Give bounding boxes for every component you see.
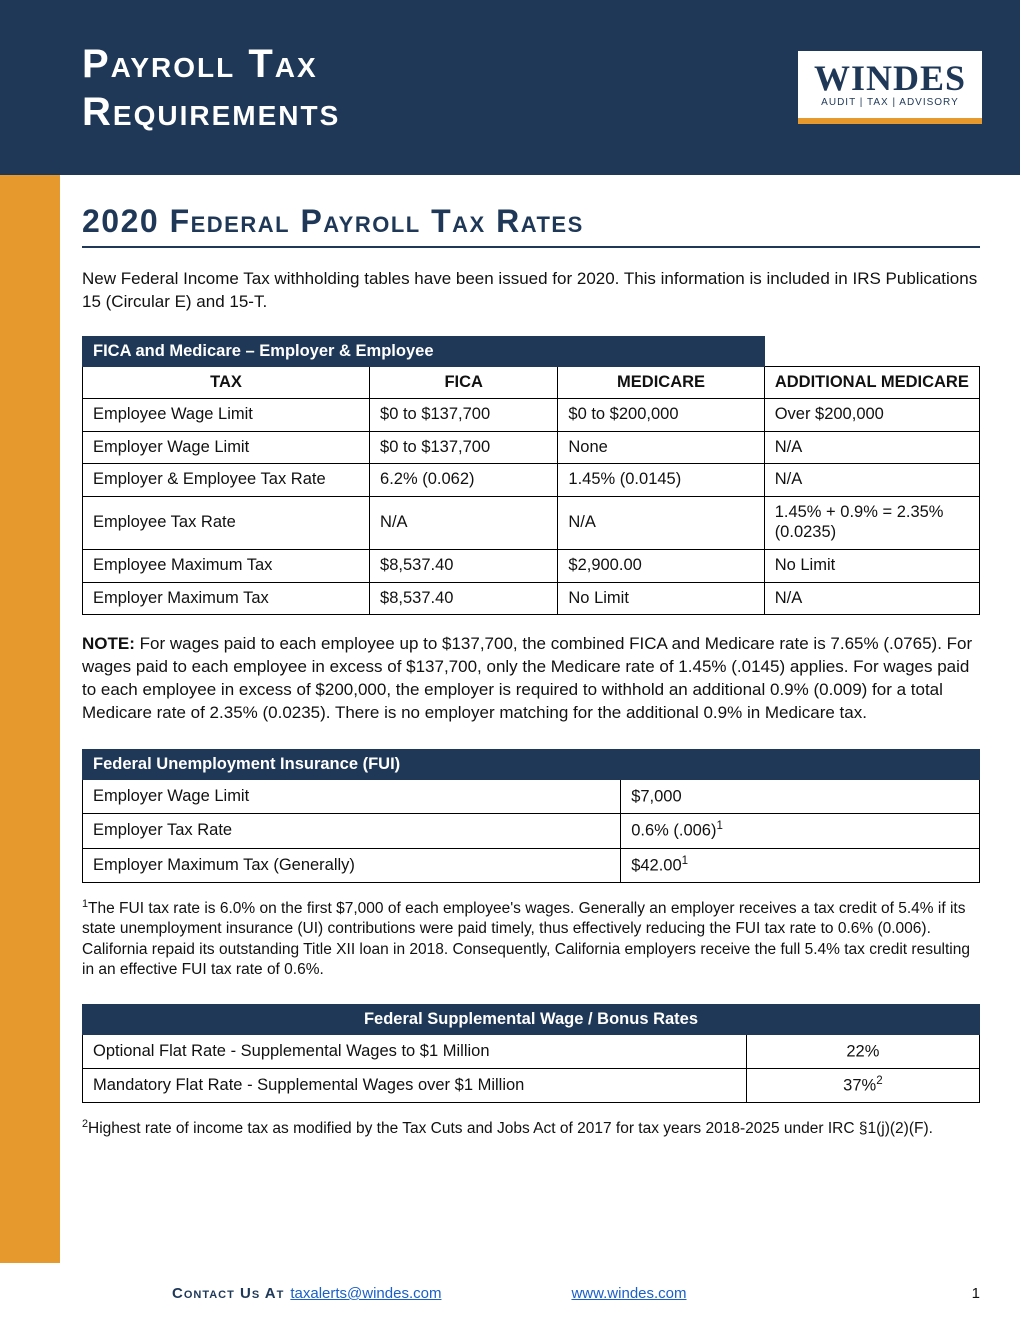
footnote-2: 2Highest rate of income tax as modified … <box>82 1117 980 1139</box>
cell: $2,900.00 <box>558 549 764 582</box>
col-fica: FICA <box>370 366 558 398</box>
cell: $0 to $137,700 <box>370 431 558 464</box>
note-body: For wages paid to each employee up to $1… <box>82 634 972 722</box>
cell: Employer Tax Rate <box>83 814 621 848</box>
table-row: Employer Wage Limit $7,000 <box>83 780 980 814</box>
table-header-row: TAX FICA MEDICARE ADDITIONAL MEDICARE <box>83 366 980 398</box>
cell: Employer Maximum Tax <box>83 582 370 615</box>
table-title-cell: FICA and Medicare – Employer & Employee <box>83 336 765 366</box>
cell: 1.45% (0.0145) <box>558 464 764 497</box>
cell: No Limit <box>558 582 764 615</box>
table-row: Employer Tax Rate 0.6% (.006)1 <box>83 814 980 848</box>
table-row: Optional Flat Rate - Supplemental Wages … <box>83 1034 980 1068</box>
table-row: Employer Maximum Tax $8,537.40 No Limit … <box>83 582 980 615</box>
table-row: Employee Wage Limit $0 to $137,700 $0 to… <box>83 398 980 431</box>
table-title-row: Federal Supplemental Wage / Bonus Rates <box>83 1004 980 1034</box>
table-row: Employer & Employee Tax Rate 6.2% (0.062… <box>83 464 980 497</box>
footnote-text: The FUI tax rate is 6.0% on the first $7… <box>82 900 970 977</box>
cell: 6.2% (0.062) <box>370 464 558 497</box>
cell: N/A <box>764 464 979 497</box>
cell: $42.001 <box>621 848 980 882</box>
table-row: Employer Wage Limit $0 to $137,700 None … <box>83 431 980 464</box>
table-title-cell: Federal Supplemental Wage / Bonus Rates <box>83 1004 980 1034</box>
company-logo: WINDES AUDIT | TAX | ADVISORY <box>798 51 982 124</box>
table-title-cell: Federal Unemployment Insurance (FUI) <box>83 750 980 780</box>
cell-value: $42.00 <box>631 856 681 874</box>
cell: None <box>558 431 764 464</box>
footnote-text: Highest rate of income tax as modified b… <box>88 1121 933 1138</box>
cell: 1.45% + 0.9% = 2.35% (0.0235) <box>764 497 979 550</box>
cell: Employer Wage Limit <box>83 780 621 814</box>
cell: Employee Maximum Tax <box>83 549 370 582</box>
fica-medicare-table: FICA and Medicare – Employer & Employee … <box>82 336 980 616</box>
cell: Employer Wage Limit <box>83 431 370 464</box>
intro-paragraph: New Federal Income Tax withholding table… <box>82 268 980 314</box>
cell: Employee Tax Rate <box>83 497 370 550</box>
cell: No Limit <box>764 549 979 582</box>
cell: N/A <box>370 497 558 550</box>
footer-contact-label: Contact Us At <box>172 1285 284 1302</box>
footer-website-link[interactable]: www.windes.com <box>571 1285 686 1302</box>
table-row: Mandatory Flat Rate - Supplemental Wages… <box>83 1069 980 1103</box>
section-heading: 2020 Federal Payroll Tax Rates <box>82 203 980 248</box>
cell-value: 37% <box>843 1077 876 1095</box>
note-label: NOTE: <box>82 634 135 653</box>
header-band: Payroll Tax Requirements WINDES AUDIT | … <box>0 0 1020 175</box>
cell-sup: 1 <box>682 855 688 867</box>
cell: Mandatory Flat Rate - Supplemental Wages… <box>83 1069 747 1103</box>
cell: Optional Flat Rate - Supplemental Wages … <box>83 1034 747 1068</box>
cell: Employer & Employee Tax Rate <box>83 464 370 497</box>
fui-table: Federal Unemployment Insurance (FUI) Emp… <box>82 749 980 883</box>
title-line-1: Payroll Tax <box>82 42 318 86</box>
col-additional-medicare: ADDITIONAL MEDICARE <box>764 366 979 398</box>
page-number: 1 <box>972 1285 980 1302</box>
col-medicare: MEDICARE <box>558 366 764 398</box>
page-title: Payroll Tax Requirements <box>82 40 340 136</box>
cell-sup: 1 <box>716 820 722 832</box>
footer-email-link[interactable]: taxalerts@windes.com <box>290 1285 441 1302</box>
cell: $0 to $200,000 <box>558 398 764 431</box>
logo-tagline: AUDIT | TAX | ADVISORY <box>814 97 966 108</box>
cell: 22% <box>746 1034 979 1068</box>
cell-sup: 2 <box>876 1075 882 1087</box>
table-title-blank <box>764 336 979 366</box>
cell: Employee Wage Limit <box>83 398 370 431</box>
col-tax: TAX <box>83 366 370 398</box>
table-row: Employer Maximum Tax (Generally) $42.001 <box>83 848 980 882</box>
accent-sidebar <box>0 175 60 1263</box>
supplemental-wage-table: Federal Supplemental Wage / Bonus Rates … <box>82 1004 980 1104</box>
cell: 37%2 <box>746 1069 979 1103</box>
cell: $8,537.40 <box>370 549 558 582</box>
cell-value: 22% <box>846 1042 879 1060</box>
cell: N/A <box>764 431 979 464</box>
cell-value: $7,000 <box>631 788 681 806</box>
cell: N/A <box>558 497 764 550</box>
cell: Employer Maximum Tax (Generally) <box>83 848 621 882</box>
page-footer: Contact Us At taxalerts@windes.com www.w… <box>82 1285 980 1302</box>
table-title-row: FICA and Medicare – Employer & Employee <box>83 336 980 366</box>
cell: N/A <box>764 582 979 615</box>
cell-value: 0.6% (.006) <box>631 822 716 840</box>
fica-note: NOTE: For wages paid to each employee up… <box>82 633 980 725</box>
table-row: Employee Maximum Tax $8,537.40 $2,900.00… <box>83 549 980 582</box>
title-line-2: Requirements <box>82 90 340 134</box>
cell: Over $200,000 <box>764 398 979 431</box>
table-row: Employee Tax Rate N/A N/A 1.45% + 0.9% =… <box>83 497 980 550</box>
content-area: 2020 Federal Payroll Tax Rates New Feder… <box>82 175 980 1140</box>
cell: $7,000 <box>621 780 980 814</box>
cell: $0 to $137,700 <box>370 398 558 431</box>
footnote-1: 1The FUI tax rate is 6.0% on the first $… <box>82 897 980 980</box>
table-title-row: Federal Unemployment Insurance (FUI) <box>83 750 980 780</box>
cell: $8,537.40 <box>370 582 558 615</box>
logo-text: WINDES <box>814 57 966 99</box>
cell: 0.6% (.006)1 <box>621 814 980 848</box>
